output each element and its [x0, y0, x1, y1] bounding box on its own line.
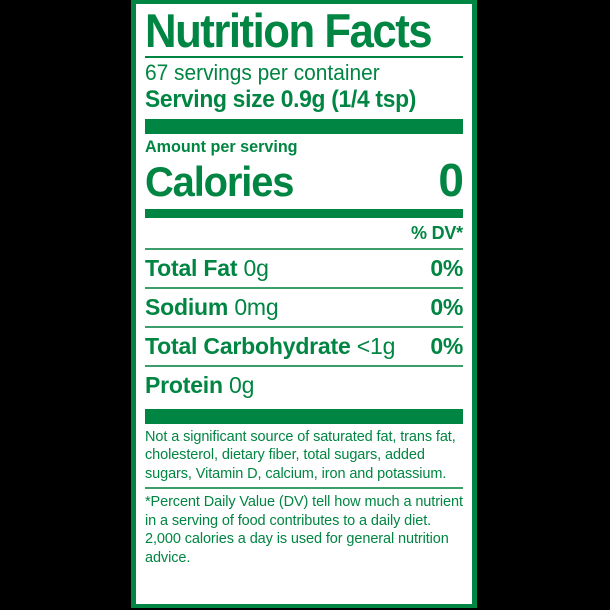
nutrient-name-amount: Sodium 0mg: [145, 294, 279, 321]
nutrient-name-amount: Total Carbohydrate <1g: [145, 333, 395, 360]
nutrient-name-amount: Protein 0g: [145, 372, 254, 399]
footnote-divider: [145, 487, 463, 490]
nutrient-divider-0: [145, 247, 463, 250]
calories-label: Calories: [145, 157, 294, 205]
nutrient-name-amount: Total Fat 0g: [145, 255, 269, 282]
table-row: Total Carbohydrate <1g 0%: [145, 328, 463, 365]
nutrient-amount: 0g: [243, 254, 269, 281]
nutrient-divider-3: [145, 364, 463, 367]
nutrient-name: Sodium: [145, 293, 229, 320]
nutrient-amount: 0mg: [234, 293, 279, 320]
servings-per-container: 67 servings per container: [145, 60, 380, 86]
footnote-not-significant: Not a significant source of saturated fa…: [145, 428, 456, 482]
footnote-divider-bar: [145, 408, 463, 424]
nutrient-divider-2: [145, 325, 463, 328]
serving-size: Serving size 0.9g (1/4 tsp): [145, 85, 417, 113]
nutrient-divider-1: [145, 286, 463, 289]
nutrition-facts-label: Nutrition Facts 67 servings per containe…: [131, 0, 477, 608]
nutrient-amount: <1g: [356, 332, 396, 359]
nutrient-amount: 0g: [229, 371, 255, 398]
bottom-spacer: [145, 567, 463, 604]
nutrient-dv: 0%: [430, 332, 463, 359]
footnote-daily-value: *Percent Daily Value (DV) tell how much …: [145, 494, 463, 566]
table-row: Sodium 0mg 0%: [145, 289, 463, 326]
nutrient-dv: 0%: [430, 293, 463, 320]
nutrient-name: Total Fat: [145, 254, 238, 281]
table-row: Protein 0g: [145, 367, 463, 404]
title-divider: [145, 56, 463, 59]
calories-divider-bar: [145, 208, 463, 218]
daily-value-header: % DV*: [410, 222, 463, 243]
nutrient-dv: 0%: [430, 254, 463, 281]
label-content: Nutrition Facts 67 servings per containe…: [136, 4, 472, 604]
table-row: Total Fat 0g 0%: [145, 250, 463, 287]
serving-divider-bar: [145, 119, 463, 135]
nutrient-name: Total Carbohydrate: [145, 332, 351, 359]
nutrient-name: Protein: [145, 371, 223, 398]
calories-value: 0: [438, 153, 464, 206]
page-title: Nutrition Facts: [145, 4, 433, 57]
amount-per-serving-label: Amount per serving: [145, 137, 298, 157]
calories-row: Calories 0: [145, 153, 464, 206]
